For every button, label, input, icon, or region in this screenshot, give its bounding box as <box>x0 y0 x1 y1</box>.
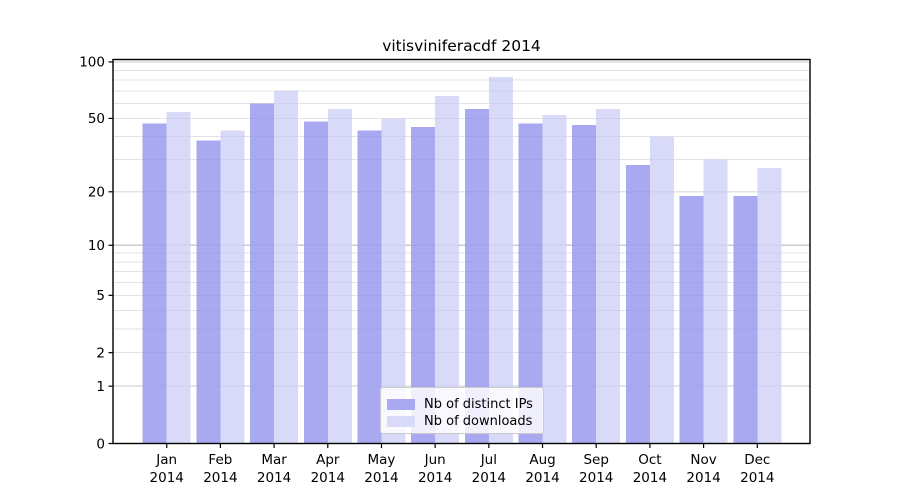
x-tick-label-month-apr: Apr <box>316 452 340 468</box>
bar-distinct-ips-mar <box>250 103 275 444</box>
legend-item-distinct-ips: Nb of distinct IPs <box>381 396 543 413</box>
bar-downloads-jan <box>166 112 191 444</box>
chart-title: vitisviniferacdf 2014 <box>382 37 541 55</box>
x-tick-label-month-may: May <box>367 452 395 468</box>
y-tick-label-5: 5 <box>96 288 105 304</box>
bar-distinct-ips-jan <box>142 123 167 444</box>
bar-downloads-nov <box>703 159 728 444</box>
y-tick-label-0: 0 <box>96 436 105 452</box>
x-tick-label-month-feb: Feb <box>208 452 232 468</box>
x-tick-label-year-apr: 2014 <box>311 470 345 486</box>
x-tick-label-month-dec: Dec <box>744 452 770 468</box>
x-tick-label-year-jul: 2014 <box>472 470 506 486</box>
bar-downloads-aug <box>542 115 567 444</box>
y-tick-label-50: 50 <box>88 111 105 127</box>
x-tick-label-year-oct: 2014 <box>633 470 667 486</box>
x-tick-label-year-aug: 2014 <box>525 470 559 486</box>
x-tick-label-year-jun: 2014 <box>418 470 452 486</box>
legend-label-distinct-ips: Nb of distinct IPs <box>424 397 533 412</box>
bar-downloads-sep <box>596 109 621 444</box>
bar-distinct-ips-dec <box>733 195 758 444</box>
bar-downloads-feb <box>220 130 245 444</box>
y-tick-label-10: 10 <box>88 238 105 254</box>
bar-downloads-mar <box>274 91 299 444</box>
x-tick-label-year-sep: 2014 <box>579 470 613 486</box>
bar-downloads-oct <box>649 136 674 444</box>
legend-label-downloads: Nb of downloads <box>424 414 533 429</box>
x-tick-label-month-mar: Mar <box>261 452 287 468</box>
y-tick-label-2: 2 <box>96 345 105 361</box>
x-tick-label-year-nov: 2014 <box>686 470 720 486</box>
y-tick-label-100: 100 <box>79 55 105 71</box>
bar-distinct-ips-oct <box>625 165 650 444</box>
x-tick-label-month-oct: Oct <box>638 452 661 468</box>
legend: Nb of distinct IPs Nb of downloads <box>380 387 544 434</box>
bar-downloads-jun <box>435 95 460 444</box>
x-tick-label-month-aug: Aug <box>529 452 555 468</box>
x-tick-label-year-feb: 2014 <box>203 470 237 486</box>
legend-swatch-downloads <box>387 416 415 427</box>
plot-frame <box>112 58 811 445</box>
y-tick-label-20: 20 <box>88 185 105 201</box>
y-tick-label-1: 1 <box>96 379 105 395</box>
x-tick-label-month-jul: Jul <box>480 452 497 468</box>
legend-swatch-distinct-ips <box>387 399 415 410</box>
bar-distinct-ips-nov <box>679 195 704 444</box>
bar-downloads-apr <box>327 109 352 444</box>
x-tick-label-month-jan: Jan <box>155 452 177 468</box>
x-tick-label-month-jun: Jun <box>424 452 446 468</box>
x-tick-label-month-sep: Sep <box>583 452 608 468</box>
bar-distinct-ips-may <box>357 130 382 444</box>
bar-downloads-dec <box>757 167 782 444</box>
bar-distinct-ips-sep <box>572 125 597 444</box>
x-tick-label-year-may: 2014 <box>364 470 398 486</box>
x-tick-label-year-jan: 2014 <box>150 470 184 486</box>
x-tick-label-year-dec: 2014 <box>740 470 774 486</box>
x-tick-label-month-nov: Nov <box>690 452 716 468</box>
x-tick-label-year-mar: 2014 <box>257 470 291 486</box>
bar-distinct-ips-apr <box>303 121 328 444</box>
bar-distinct-ips-feb <box>196 140 221 444</box>
bar-downloads-jul <box>488 77 513 444</box>
legend-item-downloads: Nb of downloads <box>381 413 543 430</box>
